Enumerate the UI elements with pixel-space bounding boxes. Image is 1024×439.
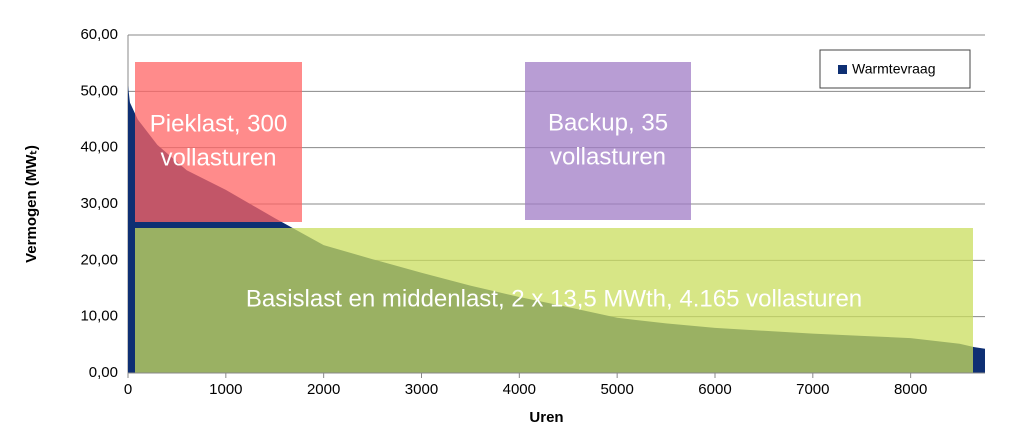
annotation-text: Basislast en middenlast, 2 x 13,5 MWth, …	[246, 285, 862, 312]
annotation-text: vollasturen	[550, 143, 666, 170]
y-tick-label: 30,00	[80, 195, 118, 212]
y-tick-label: 20,00	[80, 251, 118, 268]
x-tick-label: 3000	[405, 381, 438, 398]
y-tick-label: 40,00	[80, 139, 118, 156]
annotation-box	[135, 228, 973, 373]
y-axis-label: Vermogen (MWₜ)	[23, 145, 40, 263]
legend-label: Warmtevraag	[852, 61, 936, 77]
x-axis-label: Uren	[529, 409, 563, 426]
x-tick-label: 8000	[894, 381, 927, 398]
legend-swatch	[838, 65, 847, 74]
x-tick-label: 6000	[698, 381, 731, 398]
y-tick-label: 50,00	[80, 82, 118, 99]
y-tick-label: 60,00	[80, 26, 118, 43]
x-tick-label: 5000	[600, 381, 633, 398]
y-tick-label: 0,00	[89, 364, 118, 381]
x-tick-label: 2000	[307, 381, 340, 398]
annotation-text: Pieklast, 300	[150, 110, 287, 137]
annotation-box	[135, 62, 302, 222]
x-tick-label: 0	[124, 381, 132, 398]
y-tick-label: 10,00	[80, 308, 118, 325]
x-tick-label: 7000	[796, 381, 829, 398]
annotation-box	[525, 62, 691, 220]
annotation-text: Backup, 35	[548, 109, 668, 136]
annotation-text: vollasturen	[160, 144, 276, 171]
x-tick-label: 1000	[209, 381, 242, 398]
x-tick-label: 4000	[503, 381, 536, 398]
